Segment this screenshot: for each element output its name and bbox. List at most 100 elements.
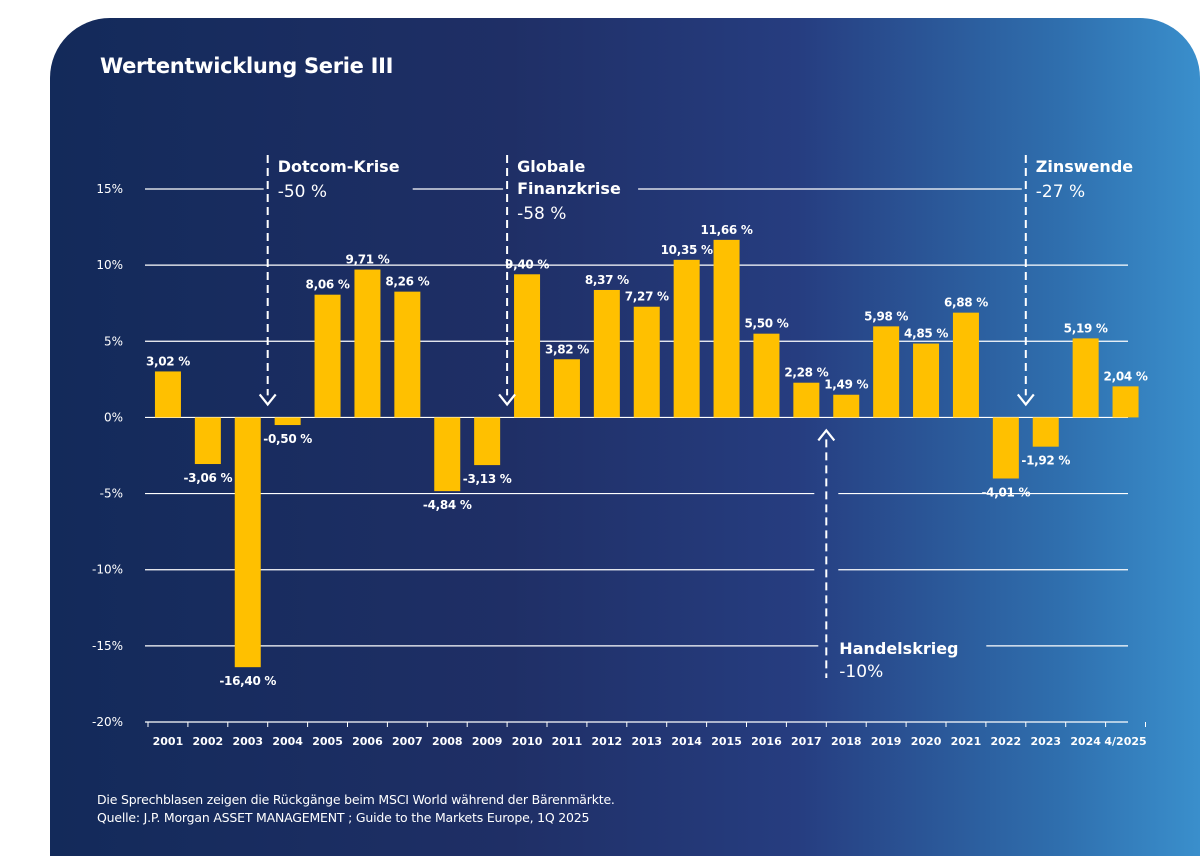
y-tick-label: -10% xyxy=(92,563,123,577)
y-tick-label: -15% xyxy=(92,639,123,653)
data-label: 3,82 % xyxy=(545,342,589,356)
annotation-value: -27 % xyxy=(1036,182,1085,202)
y-tick-label: 15% xyxy=(96,182,123,196)
x-tick-label: 2016 xyxy=(751,735,782,748)
x-tick-label: 2023 xyxy=(1030,735,1061,748)
annotation-title: Globale xyxy=(517,157,585,176)
chart-panel: Wertentwicklung Serie III 15% 10% 5% 0% -5% -… xyxy=(50,18,1200,856)
bar xyxy=(314,294,341,418)
y-tick-label: -5% xyxy=(100,487,123,501)
data-label: 11,66 % xyxy=(701,223,753,237)
y-tick-label: 10% xyxy=(96,258,123,272)
bar xyxy=(1112,386,1139,418)
data-label: 8,06 % xyxy=(306,278,350,292)
data-label: 3,02 % xyxy=(146,354,190,368)
data-label: -16,40 % xyxy=(219,674,276,688)
x-tick-label: 2021 xyxy=(951,735,982,748)
bar xyxy=(992,417,1019,479)
annotation-value: -58 % xyxy=(517,204,566,224)
x-tick-label: 2019 xyxy=(871,735,902,748)
bar xyxy=(952,312,979,418)
annotation-title: Zinswende xyxy=(1036,157,1133,176)
data-label: 2,04 % xyxy=(1104,369,1148,383)
bar xyxy=(593,289,620,418)
bar xyxy=(154,371,181,418)
data-label: 10,35 % xyxy=(661,243,713,257)
x-tick-label: 2008 xyxy=(432,735,463,748)
bar xyxy=(1072,338,1099,418)
x-tick-label: 2020 xyxy=(911,735,942,748)
data-label: 5,98 % xyxy=(864,309,908,323)
x-tick-label: 2012 xyxy=(592,735,623,748)
x-tick-label: 2002 xyxy=(193,735,224,748)
x-tick-label: 2015 xyxy=(711,735,742,748)
annotation-value: -50 % xyxy=(278,182,327,202)
bar xyxy=(833,394,860,418)
data-label: 9,40 % xyxy=(505,257,549,271)
data-label: 2,28 % xyxy=(784,366,828,380)
bar xyxy=(1032,417,1059,447)
y-tick-label: 5% xyxy=(104,334,123,348)
bar xyxy=(713,239,740,418)
bar xyxy=(873,326,900,418)
bar xyxy=(514,274,541,418)
bar xyxy=(194,417,221,465)
bar xyxy=(434,417,461,492)
x-tick-label: 2010 xyxy=(512,735,543,748)
footnote-description: Die Sprechblasen zeigen die Rückgänge be… xyxy=(97,792,615,807)
data-label: -4,84 % xyxy=(423,498,472,512)
annotation-title: Handelskrieg xyxy=(839,639,958,658)
annotation-arrow-head xyxy=(258,393,277,407)
x-tick-label: 2024 xyxy=(1070,735,1101,748)
data-label: -1,92 % xyxy=(1021,454,1070,468)
bar xyxy=(633,306,660,418)
data-label: -0,50 % xyxy=(263,432,312,446)
data-label: 6,88 % xyxy=(944,296,988,310)
bar xyxy=(793,382,820,418)
x-tick-label: 2018 xyxy=(831,735,862,748)
x-tick-label: 2022 xyxy=(991,735,1022,748)
x-tick-label: 2013 xyxy=(631,735,662,748)
bar xyxy=(234,417,261,668)
data-label: 8,37 % xyxy=(585,273,629,287)
bar xyxy=(354,269,381,418)
data-label: -3,06 % xyxy=(183,471,232,485)
annotation-value: -10% xyxy=(839,662,883,682)
annotation-arrow-head xyxy=(498,393,516,407)
x-tick-label: 2007 xyxy=(392,735,423,748)
footnote-source: Quelle: J.P. Morgan ASSET MANAGEMENT ; G… xyxy=(97,810,590,825)
x-tick-label: 2004 xyxy=(272,735,303,748)
bar-chart: 15% 10% 5% 0% -5% -10% -15% -20% 2001 3,02 % 2002 -… xyxy=(92,155,1148,748)
data-label: 5,19 % xyxy=(1064,321,1108,335)
y-tick-label: 0% xyxy=(104,410,123,424)
data-label: -4,01 % xyxy=(981,485,1030,499)
x-tick-label: 2006 xyxy=(352,735,383,748)
x-tick-label: 2011 xyxy=(552,735,583,748)
data-label: 5,50 % xyxy=(744,317,788,331)
data-label: 9,71 % xyxy=(345,253,389,267)
bar xyxy=(474,417,501,466)
bar xyxy=(913,343,940,418)
x-tick-label: 2001 xyxy=(153,735,184,748)
annotation-title: Dotcom-Krise xyxy=(278,157,400,176)
data-label: -3,13 % xyxy=(463,472,512,486)
data-label: 7,27 % xyxy=(625,290,669,304)
data-label: 1,49 % xyxy=(824,378,868,392)
annotation-arrow-head xyxy=(1016,393,1035,407)
y-tick-label: -20% xyxy=(92,715,123,729)
data-label: 4,85 % xyxy=(904,327,948,341)
bar xyxy=(274,417,301,426)
bar xyxy=(753,333,780,418)
x-tick-label: 2003 xyxy=(232,735,263,748)
bar xyxy=(553,359,580,418)
bar xyxy=(673,259,700,418)
data-label: 8,26 % xyxy=(385,275,429,289)
chart-title: Wertentwicklung Serie III xyxy=(100,54,394,78)
x-tick-label: 2014 xyxy=(671,735,702,748)
x-tick-label: 2009 xyxy=(472,735,503,748)
annotation-title: Finanzkrise xyxy=(517,179,621,198)
x-tick-label: 2005 xyxy=(312,735,343,748)
x-tick-label: 4/2025 xyxy=(1104,735,1146,748)
x-tick-label: 2017 xyxy=(791,735,822,748)
annotation-arrow-head xyxy=(817,428,836,442)
